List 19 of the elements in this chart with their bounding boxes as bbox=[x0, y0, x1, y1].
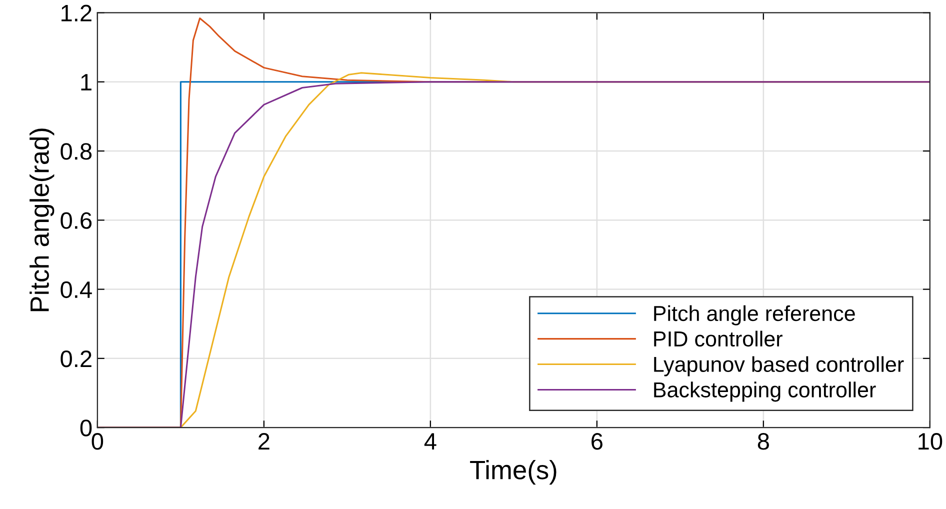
y-tick-label: 1.2 bbox=[62, 4, 92, 22]
legend-label: Lyapunov based controller bbox=[654, 356, 904, 376]
x-tick-label: 8 bbox=[758, 433, 769, 450]
x-tick-label: 6 bbox=[592, 433, 602, 450]
y-tick-label: 0 bbox=[80, 420, 92, 436]
y-tick-label: 1 bbox=[81, 74, 92, 90]
y-tick-label: 0.4 bbox=[60, 281, 92, 298]
x-tick-label: 0 bbox=[92, 433, 104, 450]
x-tick-label: 10 bbox=[918, 433, 942, 450]
y-tick-label: 0.8 bbox=[60, 143, 92, 160]
x-tick-label: 4 bbox=[424, 433, 436, 450]
y-tick-label: 0.2 bbox=[60, 350, 92, 368]
x-axis-title: Time(s) bbox=[470, 460, 556, 485]
legend-label: Pitch angle reference bbox=[654, 305, 855, 326]
y-axis-title: Pitch angle(rad) bbox=[30, 128, 54, 312]
y-tick-label: 0.6 bbox=[60, 212, 92, 229]
legend-label: Backstepping controller bbox=[654, 382, 876, 402]
legend-label: PID controller bbox=[654, 330, 782, 347]
x-tick-label: 2 bbox=[258, 433, 270, 450]
